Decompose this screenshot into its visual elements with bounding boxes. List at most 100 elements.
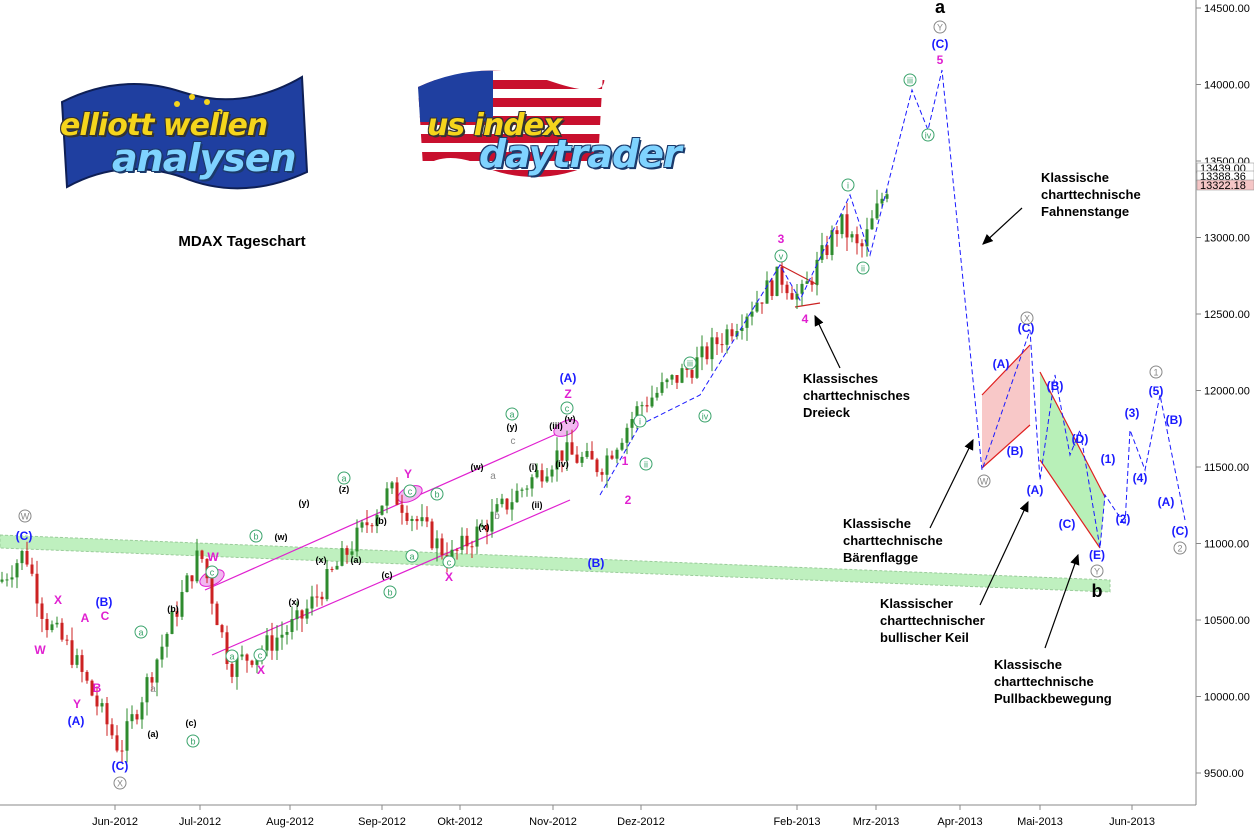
candle-body <box>505 498 509 510</box>
candle-body <box>735 331 739 337</box>
wave-green-12-circle <box>560 401 574 415</box>
x-tick-label: Mai-2013 <box>1017 816 1063 828</box>
wave-green-14-circle <box>639 457 653 471</box>
wedge-upper <box>1039 371 1106 498</box>
candle-body <box>440 538 444 556</box>
annot-fahnenstange-line2: Fahnenstange <box>1041 204 1129 219</box>
annot-fahnenstange-line1: charttechnische <box>1041 187 1141 202</box>
candle-body <box>295 610 299 620</box>
candle-body <box>625 427 629 443</box>
wave-1-grey: 1 <box>1153 368 1158 378</box>
wave-green-15: iii <box>687 359 693 369</box>
wave-green-2-circle <box>225 649 239 663</box>
x-tick-label: Okt-2012 <box>437 816 482 828</box>
candle-body <box>805 281 809 284</box>
wave-label: (A) <box>560 371 577 385</box>
candle-body <box>250 660 254 665</box>
candle-body <box>500 498 504 505</box>
candle-body <box>430 521 434 549</box>
wave-green-10-circle <box>403 484 417 498</box>
wave-green-15-circle <box>683 356 697 370</box>
wave-green-12: c <box>565 404 570 414</box>
wave-black-9: (b) <box>375 516 387 526</box>
candle-body <box>215 603 219 626</box>
wave-green-10: c <box>408 487 413 497</box>
wave-black-18: (v) <box>565 414 576 424</box>
bear-flag-fill <box>982 345 1030 468</box>
wave-green-17-circle <box>774 249 788 263</box>
candle-body <box>375 514 379 527</box>
candle-body <box>255 656 259 665</box>
y-tick-label: 11000.00 <box>1204 539 1249 551</box>
candle-body <box>240 654 244 657</box>
candle-body <box>750 311 754 317</box>
wave-green-7-circle <box>405 549 419 563</box>
candle-body <box>30 564 34 574</box>
candle-body <box>725 329 729 345</box>
eu-flag-icon <box>60 75 309 190</box>
candle-body <box>760 302 764 304</box>
candle-body <box>120 750 124 752</box>
x-tick-label: Dez-2012 <box>617 816 665 828</box>
candle-body <box>355 527 359 552</box>
candle-body <box>435 538 439 549</box>
wave-black-11: (w) <box>471 462 484 472</box>
candle-body <box>855 234 859 244</box>
annot-dreieck-line0: Klassisches <box>803 371 878 386</box>
candle-body <box>570 442 574 455</box>
candle-body <box>275 637 279 651</box>
wave-label: (C) <box>112 759 129 773</box>
candle-body <box>670 375 674 380</box>
candle-body <box>770 280 774 296</box>
candle-body <box>210 578 214 604</box>
wave-label: (5) <box>1149 384 1164 398</box>
candle-body <box>185 575 189 592</box>
candle-body <box>75 655 79 665</box>
candle-body <box>630 419 634 428</box>
candle-body <box>395 482 399 505</box>
candle-body <box>740 327 744 332</box>
candle-body <box>720 344 724 346</box>
wave-label: B <box>93 681 102 695</box>
elliott-logo-line1: elliott wellen <box>60 108 268 143</box>
candle-body <box>580 456 584 463</box>
candle-body <box>115 735 119 751</box>
bear-flag-lower <box>981 424 1031 469</box>
elliott-logo-line2: analysen <box>112 136 297 180</box>
wave-green-9-circle <box>430 487 444 501</box>
x-tick-label: Aug-2012 <box>266 816 314 828</box>
candle-body <box>755 302 759 312</box>
wave-green-13: i <box>639 417 641 427</box>
candle-body <box>665 379 669 383</box>
candle-body <box>380 505 384 515</box>
wave-label: (D) <box>1072 432 1089 446</box>
wave-green-22-circle <box>186 734 200 748</box>
wave-green-6: b <box>387 588 392 598</box>
candle-body <box>385 488 389 506</box>
candle-body <box>105 703 109 725</box>
candle-body <box>135 714 139 720</box>
wave-black-15: (ii) <box>532 500 543 510</box>
wave-green-18: i <box>847 181 849 191</box>
candle-body <box>785 284 789 294</box>
wave-w-grey-circle <box>18 509 32 523</box>
wave-y-grey2-circle <box>1090 564 1104 578</box>
candle-body <box>345 548 349 555</box>
wave-black-2: (c) <box>186 718 197 728</box>
candle-body <box>820 245 824 260</box>
price-tag-box <box>1196 179 1254 191</box>
candle-body <box>600 472 604 475</box>
wave-green-4-circle <box>205 565 219 579</box>
candle-body <box>650 397 654 407</box>
candle-body <box>0 579 4 582</box>
candle-body <box>860 243 864 247</box>
candle-body <box>320 596 324 600</box>
candle-body <box>525 488 529 490</box>
candle-body <box>235 656 239 677</box>
wave-grey-2: c <box>511 436 516 447</box>
wave-label: (C) <box>1018 321 1035 335</box>
candle-body <box>265 635 269 651</box>
y-tick-label: 14500.00 <box>1204 3 1250 15</box>
candle-body <box>535 470 539 478</box>
candle-body <box>25 550 29 565</box>
